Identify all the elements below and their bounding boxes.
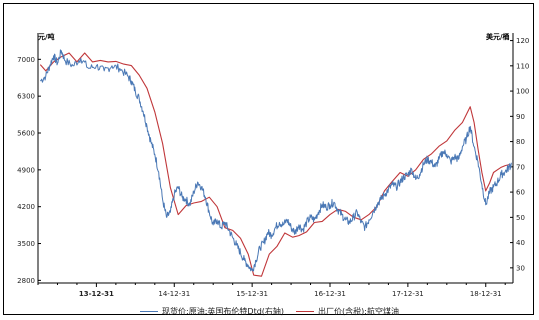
x-tick-label: 15-12-31	[236, 290, 268, 298]
left-tick-label: 2800	[17, 277, 35, 285]
axes: 2800 3500 4200 4900 5600 6300 7000 30 40 50 60 70 80…	[17, 33, 529, 298]
right-axis-unit: 美元/桶	[486, 32, 510, 41]
series-layer	[39, 49, 512, 277]
legend-swatch-brent	[140, 310, 159, 312]
right-tick-label: 80	[516, 138, 525, 146]
left-tick-label: 3500	[17, 240, 35, 248]
chart-frame	[3, 3, 534, 315]
right-tick-label: 70	[516, 163, 525, 171]
right-tick-label: 40	[516, 239, 525, 247]
x-tick-label: 17-12-31	[392, 290, 424, 298]
legend-item-jet-fuel: 出厂价(含税):航空煤油	[296, 306, 399, 317]
legend: 现货价:原油:英国布伦特Dtd(右轴) 出厂价(含税):航空煤油	[0, 303, 539, 319]
right-tick-label: 100	[516, 88, 529, 96]
legend-swatch-jet-fuel	[296, 310, 315, 312]
right-tick-label: 30	[516, 264, 525, 272]
right-tick-label: 90	[516, 113, 525, 121]
left-tick-label: 7000	[17, 56, 35, 64]
right-tick-label: 110	[516, 62, 529, 70]
legend-item-brent: 现货价:原油:英国布伦特Dtd(右轴)	[140, 306, 284, 317]
left-tick-label: 6300	[17, 93, 35, 101]
legend-label-brent: 现货价:原油:英国布伦特Dtd(右轴)	[162, 306, 285, 316]
series-line-brent	[39, 49, 512, 272]
x-tick-label: 18-12-31	[470, 290, 502, 298]
x-tick-label: 16-12-31	[314, 290, 346, 298]
right-tick-label: 50	[516, 214, 525, 222]
left-axis-unit: 元/吨	[38, 32, 55, 41]
right-tick-label: 120	[516, 37, 529, 45]
legend-label-jet-fuel: 出厂价(含税):航空煤油	[318, 306, 399, 316]
left-tick-label: 5600	[17, 130, 35, 138]
left-tick-label: 4200	[17, 203, 35, 211]
right-tick-label: 60	[516, 189, 525, 197]
x-tick-label: 14-12-31	[158, 290, 190, 298]
series-line-jet-fuel	[39, 52, 510, 277]
x-tick-label: 13-12-31	[79, 290, 114, 298]
left-tick-label: 4900	[17, 166, 35, 174]
